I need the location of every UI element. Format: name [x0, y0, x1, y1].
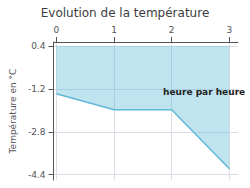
svg-text:-1.2: -1.2	[28, 84, 46, 94]
svg-text:-4.4: -4.4	[28, 170, 46, 180]
svg-text:1: 1	[111, 25, 117, 35]
svg-text:2: 2	[169, 25, 175, 35]
svg-text:0.4: 0.4	[31, 41, 46, 51]
svg-text:Evolution de la température: Evolution de la température	[41, 6, 210, 20]
svg-text:Température en °C: Température en °C	[8, 69, 18, 155]
svg-text:0: 0	[53, 25, 59, 35]
svg-text:heure par heure: heure par heure	[163, 87, 245, 97]
svg-text:-2.8: -2.8	[28, 127, 46, 137]
svg-text:3: 3	[226, 25, 232, 35]
